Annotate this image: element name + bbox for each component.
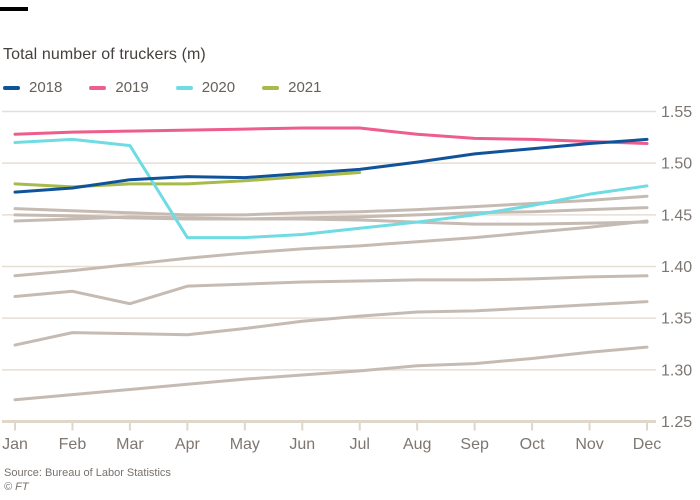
legend: 2018 2019 2020 2021 [3,79,349,96]
y-axis-tick-label: 1.30 [661,362,692,379]
series-line-unlabeled-year-1 [13,345,649,402]
legend-item-2019: 2019 [89,79,149,96]
series-line-unlabeled-year-6 [13,206,649,221]
x-axis-month-label: Aug [403,436,431,453]
legend-swatch-2021-icon [262,85,280,90]
x-axis-month-label: Jun [289,436,315,453]
x-axis-month-label: Jul [350,436,370,453]
series-line-2021 [13,170,362,189]
series-line-2020 [13,137,649,240]
legend-swatch-2019-icon [89,85,107,90]
y-axis-tick-label: 1.25 [661,414,692,431]
legend-swatch-2018-icon [3,85,20,90]
x-axis-month-label: Dec [633,436,661,453]
legend-item-2020: 2020 [175,79,236,96]
y-axis-tick-label: 1.35 [661,311,692,328]
chart-title: Total number of truckers (m) [3,46,206,63]
x-axis-month-label: Oct [520,436,545,453]
legend-label-2018: 2018 [29,79,63,96]
y-axis-tick-label: 1.50 [661,156,692,173]
legend-item-2021: 2021 [262,79,322,96]
series-line-unlabeled-year-3 [13,274,649,306]
legend-label-2021: 2021 [288,79,322,96]
series-line-unlabeled-year-2 [13,300,649,347]
top-rule-decoration [0,7,28,11]
x-axis-month-label: Apr [175,436,201,453]
credit-note: © FT [4,481,29,493]
x-axis-month-label: Jan [2,436,28,453]
series-line-2019 [13,126,649,146]
legend-label-2019: 2019 [115,79,149,96]
x-axis-month-label: Sep [460,436,489,453]
legend-item-2018: 2018 [3,79,62,96]
legend-label-2020: 2020 [201,79,236,96]
x-axis-month-label: Feb [59,436,87,453]
x-axis-month-label: Nov [575,436,603,453]
series-line-unlabeled-year-4 [13,219,649,278]
y-axis-tick-label: 1.45 [661,207,692,224]
x-axis-month-label: Mar [116,436,144,453]
x-axis-month-label: May [230,436,260,453]
source-note: Source: Bureau of Labor Statistics [4,467,171,479]
y-axis-tick-label: 1.55 [661,104,692,121]
chart-footer: Source: Bureau of Labor Statistics © FT [4,466,171,494]
y-axis-tick-label: 1.40 [661,259,692,276]
legend-swatch-2020-icon [175,85,193,90]
series-line-2018 [13,137,649,194]
